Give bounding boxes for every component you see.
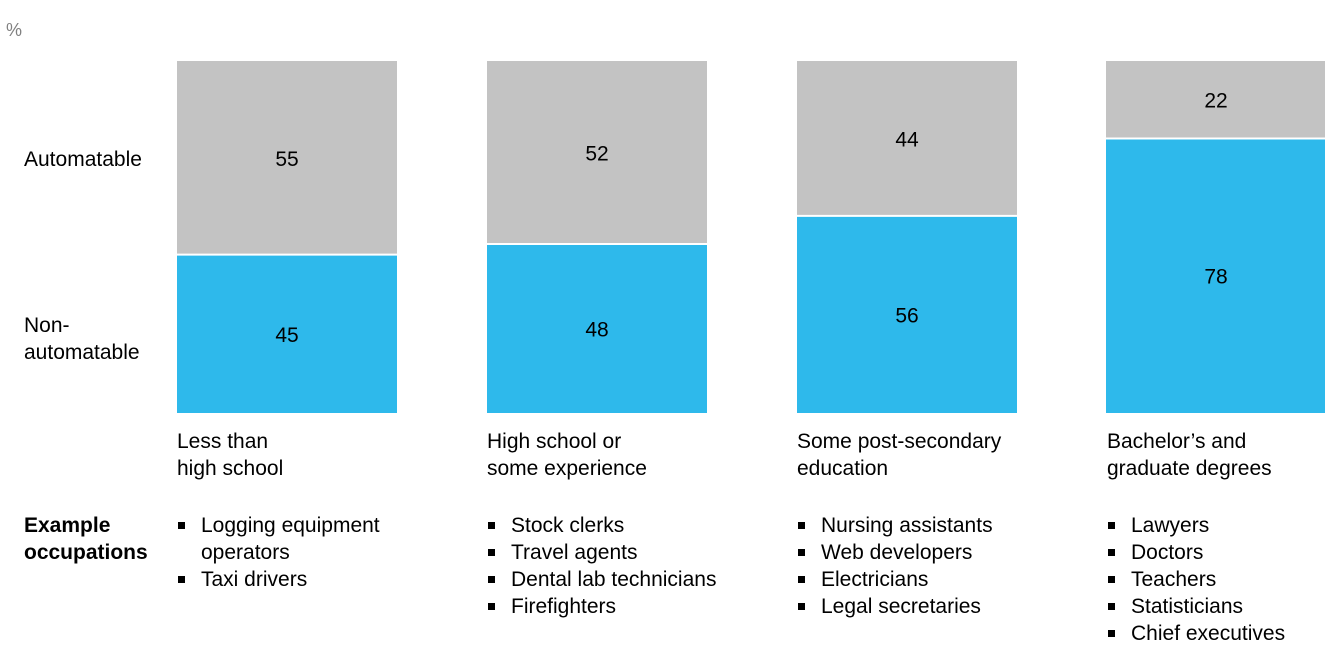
list-item: Nursing assistants bbox=[797, 512, 993, 539]
data-label-automatable-less-than-high-school: 55 bbox=[275, 148, 298, 171]
list-item: Web developers bbox=[797, 539, 993, 566]
bar-non-automatable-bachelor-s-and-graduate-degrees bbox=[1106, 138, 1325, 413]
category-label-high-school: High school or some experience bbox=[487, 430, 647, 480]
category-label-bachelors: Bachelor’s and graduate degrees bbox=[1107, 430, 1272, 480]
list-item: Teachers bbox=[1107, 566, 1285, 593]
list-item: Chief executives bbox=[1107, 620, 1285, 647]
list-item: Dental lab technicians bbox=[487, 566, 716, 593]
bar-non-automatable-some-post-secondary-education bbox=[797, 215, 1017, 413]
list-item: Logging equipment operators bbox=[177, 512, 380, 566]
list-item: Firefighters bbox=[487, 593, 716, 620]
data-label-non-automatable-less-than-high-school: 45 bbox=[275, 324, 298, 347]
data-label-automatable-some-post-secondary-education: 44 bbox=[895, 128, 919, 151]
bar-non-automatable-less-than-high-school bbox=[177, 254, 397, 413]
category-label-less-than-high-school: Less than high school bbox=[177, 430, 284, 480]
category-label-post-secondary: Some post-secondary education bbox=[797, 430, 1002, 480]
list-item: Doctors bbox=[1107, 539, 1285, 566]
legend-label-non-automatable: Non- automatable bbox=[24, 314, 140, 364]
list-item: Legal secretaries bbox=[797, 593, 993, 620]
data-label-automatable-bachelor-s-and-graduate-degrees: 22 bbox=[1204, 90, 1227, 113]
data-label-automatable-high-school-or-some-experience: 52 bbox=[585, 143, 608, 166]
list-item: Lawyers bbox=[1107, 512, 1285, 539]
data-label-non-automatable-some-post-secondary-education: 56 bbox=[895, 304, 918, 327]
bar-non-automatable-high-school-or-some-experience bbox=[487, 244, 707, 413]
example-list-post-secondary: Nursing assistants Web developers Electr… bbox=[797, 512, 993, 620]
bar-automatable-high-school-or-some-experience bbox=[487, 61, 707, 245]
list-item: Taxi drivers bbox=[177, 566, 380, 593]
bar-automatable-bachelor-s-and-graduate-degrees bbox=[1106, 61, 1325, 139]
example-occupations-title: Example occupations bbox=[24, 514, 148, 564]
example-list-bachelors: Lawyers Doctors Teachers Statisticians C… bbox=[1107, 512, 1285, 647]
legend-label-automatable: Automatable bbox=[24, 148, 142, 171]
data-label-non-automatable-high-school-or-some-experience: 48 bbox=[585, 319, 608, 342]
bar-automatable-some-post-secondary-education bbox=[797, 61, 1017, 216]
list-item: Electricians bbox=[797, 566, 993, 593]
list-item: Statisticians bbox=[1107, 593, 1285, 620]
data-label-non-automatable-bachelor-s-and-graduate-degrees: 78 bbox=[1204, 266, 1227, 289]
list-item: Travel agents bbox=[487, 539, 716, 566]
unit-label: % bbox=[6, 20, 23, 40]
example-list-high-school: Stock clerks Travel agents Dental lab te… bbox=[487, 512, 716, 620]
example-list-less-than-high-school: Logging equipment operators Taxi drivers bbox=[177, 512, 380, 593]
bar-automatable-less-than-high-school bbox=[177, 61, 397, 255]
list-item: Stock clerks bbox=[487, 512, 716, 539]
